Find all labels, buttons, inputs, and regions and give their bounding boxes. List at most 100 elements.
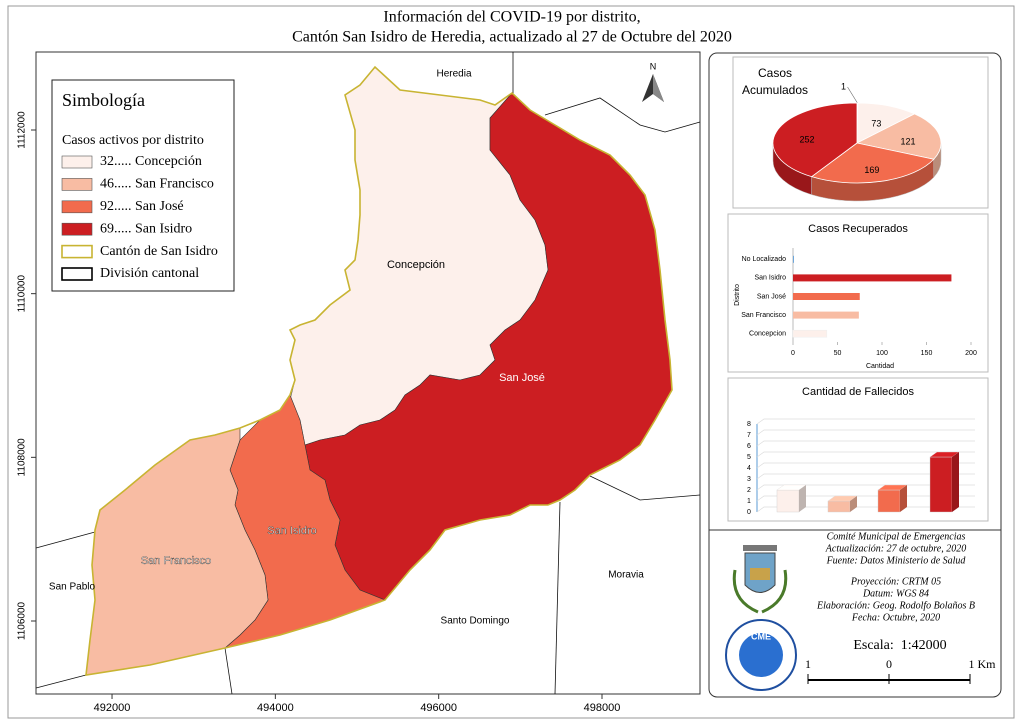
shield-crown (743, 545, 777, 551)
value-label: 169 (864, 165, 879, 175)
bar-front (877, 489, 901, 513)
value-label: 73 (871, 118, 881, 128)
bar-side (799, 485, 806, 512)
pie-slice (856, 102, 916, 144)
bar (792, 329, 828, 338)
boundary (544, 97, 701, 133)
x-tick-label: 150 (921, 350, 933, 357)
info-line: Elaboración: Geog. Rodolfo Bolaños B (816, 600, 975, 611)
pie-slice (772, 102, 858, 178)
shield-detail (750, 568, 770, 580)
title-line: Cantón San Isidro de Heredia, actualizad… (292, 29, 732, 46)
bar (793, 293, 860, 300)
bar-front (776, 489, 800, 513)
legend-swatch (61, 267, 93, 281)
boundary (35, 674, 87, 689)
y-tick-label: San José (757, 293, 786, 300)
value-label: 121 (901, 136, 916, 146)
bar (793, 311, 859, 319)
grid-line (756, 429, 975, 436)
grid-line (756, 462, 975, 469)
info-line: Actualización: 27 de octubre, 2020 (825, 543, 966, 554)
legend-swatch (61, 200, 93, 214)
x-tick-label: 0 (791, 350, 795, 357)
y-tick-label: No Localizado (742, 256, 786, 263)
chart-title: Acumulados (742, 83, 808, 97)
legend-label: 92..... San José (100, 199, 184, 214)
pie-slice (810, 142, 935, 184)
boundary (224, 647, 233, 695)
value-label: 252 (800, 134, 815, 144)
info: Comité Municipal de EmergenciasActualiza… (816, 531, 975, 623)
y-tick-label: 8 (747, 421, 751, 428)
info-line: Datum: WGS 84 (862, 588, 929, 599)
info-line: Fuente: Datos Ministerio de Salud (826, 555, 967, 566)
x-axis-label: Cantidad (866, 363, 894, 370)
y-tick-label: 6 (747, 443, 751, 450)
y-tick-label: San Francisco (741, 312, 786, 319)
y-axis-label: Distrito (734, 284, 741, 306)
cme-logo: CME (725, 619, 797, 691)
y-tick-label: 1 (747, 498, 751, 505)
legend-swatch (61, 244, 93, 259)
scale-text: Escala: 1:42000 (853, 638, 946, 653)
grid-line (756, 473, 975, 480)
outer-frame (7, 5, 1015, 719)
legend-label: 46..... San Francisco (100, 177, 214, 192)
legend-subtitle: Casos activos por distrito (62, 133, 204, 148)
x-tick-label: 494000 (257, 702, 294, 714)
legend-swatch (61, 155, 93, 169)
leader-line (847, 86, 858, 104)
legend-label: 32..... Concepción (100, 154, 202, 169)
x-tick-label: 498000 (584, 702, 621, 714)
x-tick-label: 50 (834, 350, 842, 357)
municipal-shield (732, 545, 788, 614)
bar-side (850, 496, 857, 512)
scale-label: 0 (886, 657, 892, 671)
y-tick-label: 1106000 (17, 601, 28, 640)
scale-label: 1 (805, 657, 811, 671)
laurel (732, 569, 788, 614)
bar-side (900, 485, 907, 512)
legend-title: Simbología (62, 90, 145, 110)
title-line: Información del COVID-19 por distrito, (383, 9, 640, 26)
x-tick-label: 100 (876, 350, 888, 357)
pie-slice (855, 113, 942, 160)
boundary (554, 501, 561, 695)
y-tick-label: 4 (747, 465, 751, 472)
y-tick-label: 2 (747, 487, 751, 494)
scale-label: 1 Km (969, 657, 997, 671)
y-tick-label: 3 (747, 476, 751, 483)
neighbor-label: San Pablo (49, 582, 96, 593)
neighbor-label: Santo Domingo (441, 616, 510, 627)
grid-line (756, 418, 975, 425)
legend-label: Cantón de San Isidro (100, 244, 218, 259)
bar-side (952, 452, 959, 512)
info-line: Fecha: Octubre, 2020 (851, 612, 940, 623)
bar-front (827, 500, 851, 513)
y-tick-label: 1112000 (17, 111, 28, 149)
info-line: Proyección: CRTM 05 (850, 576, 941, 587)
bar (793, 274, 952, 282)
y-tick-label: 7 (747, 432, 751, 439)
canton-outline (85, 65, 673, 676)
cantonal-lines (35, 52, 701, 695)
y-tick-label: 5 (747, 454, 751, 461)
value-label: 1 (841, 81, 846, 91)
legend-label: División cantonal (100, 266, 199, 281)
y-tick-label: 0 (747, 509, 751, 516)
chart-title: Casos Recuperados (808, 223, 908, 235)
logo-center (739, 633, 783, 677)
bar (793, 255, 794, 263)
legend-swatch (61, 178, 93, 191)
legend-swatch (61, 222, 93, 236)
district-label: San José (499, 372, 545, 384)
north-label: N (650, 61, 657, 71)
grid-line (756, 451, 975, 458)
grid-line (756, 440, 975, 447)
district-label: Concepción (387, 259, 445, 271)
neighbor-label: Moravia (608, 570, 644, 581)
